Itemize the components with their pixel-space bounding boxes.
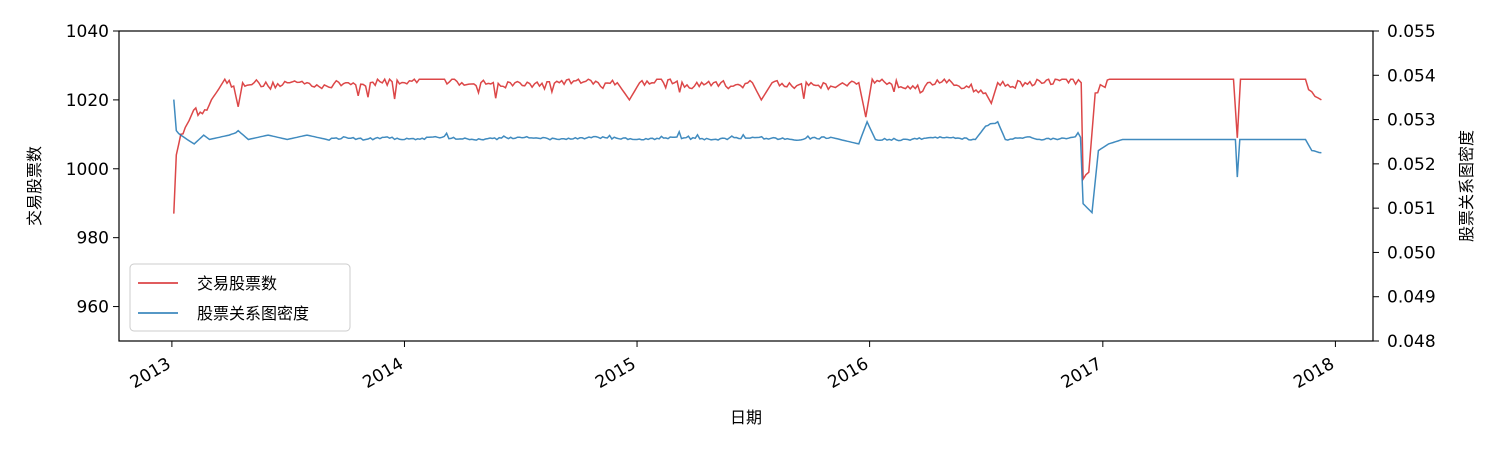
y-right-tick-label-0.055: 0.055 xyxy=(1387,22,1436,42)
y-right-tick-label-0.051: 0.051 xyxy=(1387,199,1436,219)
y-right-tick-label-0.050: 0.050 xyxy=(1387,243,1436,263)
y-left-tick-label-980: 980 xyxy=(77,229,109,249)
x-tick-label-2013: 2013 xyxy=(127,354,174,393)
series-line-0 xyxy=(173,77,1322,214)
y-right-tick-label-0.054: 0.054 xyxy=(1387,66,1436,86)
y-right-tick-label-0.049: 0.049 xyxy=(1387,288,1436,308)
plot-area xyxy=(173,77,1322,215)
y-right-axis-title: 股票关系图密度 xyxy=(1457,130,1476,242)
y-left-tick-label-960: 960 xyxy=(77,298,109,318)
x-tick-label-2017: 2017 xyxy=(1058,354,1105,393)
y-left-tick-label-1040: 1040 xyxy=(66,22,109,42)
plot-frame xyxy=(118,30,1374,342)
x-tick-label-2018: 2018 xyxy=(1290,354,1337,393)
series-line-1 xyxy=(173,99,1322,215)
y-left-tick-label-1000: 1000 xyxy=(66,160,109,180)
y-right-tick-label-0.048: 0.048 xyxy=(1387,332,1436,352)
legend-box xyxy=(129,263,351,332)
x-axis-title: 日期 xyxy=(730,408,762,427)
legend-label-1: 股票关系图密度 xyxy=(197,304,309,323)
legend-label-0: 交易股票数 xyxy=(197,274,277,293)
y-right-tick-label-0.052: 0.052 xyxy=(1387,155,1436,175)
x-tick-label-2016: 2016 xyxy=(825,354,872,393)
x-tick-label-2014: 2014 xyxy=(359,354,406,393)
x-tick-label-2015: 2015 xyxy=(592,354,639,393)
y-right-tick-label-0.053: 0.053 xyxy=(1387,111,1436,131)
y-left-tick-label-1020: 1020 xyxy=(66,91,109,111)
y-left-axis-title: 交易股票数 xyxy=(25,146,44,226)
